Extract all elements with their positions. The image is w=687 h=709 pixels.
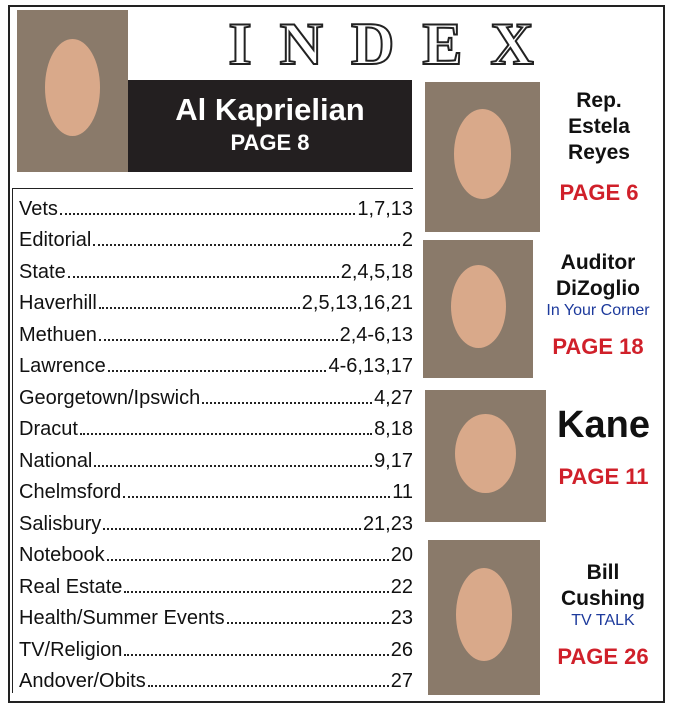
section-name: Lawrence [19, 355, 106, 378]
section-name: Haverhill [19, 292, 97, 315]
leader [107, 559, 389, 561]
section-pages: 11 [392, 481, 413, 504]
section-name: Health/Summer Events [19, 607, 225, 630]
section-name: State [19, 261, 66, 284]
leader [94, 465, 372, 467]
leader [124, 654, 388, 656]
index-row: Methuen 2,4-6,13 [13, 315, 413, 347]
feature-name: Kane [546, 400, 661, 450]
feature-name: Rep. [540, 88, 658, 114]
section-pages: 4-6,13,17 [328, 355, 413, 378]
index-row: National 9,17 [13, 441, 413, 473]
index-row: Notebook 20 [13, 536, 413, 568]
title: INDEX [195, 10, 595, 79]
feature-page: PAGE 8 [128, 130, 412, 156]
section-name: Chelmsford [19, 481, 121, 504]
index-row: Salisbury 21,23 [13, 504, 413, 536]
leader [99, 307, 300, 309]
feature-page: PAGE 18 [533, 334, 663, 360]
section-name: National [19, 450, 92, 473]
main-feature: Al Kaprielian PAGE 8 [128, 80, 412, 172]
section-name: Real Estate [19, 576, 122, 599]
section-pages: 8,18 [374, 418, 413, 441]
leader [124, 591, 388, 593]
leader [202, 402, 372, 404]
section-name: Vets [19, 198, 58, 221]
feature-tagline: TV TALK [540, 612, 666, 630]
section-pages: 27 [391, 670, 413, 693]
face [455, 414, 516, 493]
index-row: TV/Religion 26 [13, 630, 413, 662]
photo [425, 390, 546, 522]
section-pages: 21,23 [363, 513, 413, 536]
page: INDEX Al Kaprielian PAGE 8 Vets1,7,13Edi… [0, 0, 687, 709]
index-row: State 2,4,5,18 [13, 252, 413, 284]
leader [99, 339, 338, 341]
section-name: Dracut [19, 418, 78, 441]
section-pages: 2,4,5,18 [341, 261, 413, 284]
section-pages: 2 [402, 229, 413, 252]
section-pages: 1,7,13 [357, 198, 413, 221]
photo [425, 82, 540, 232]
section-name: Georgetown/Ipswich [19, 387, 200, 410]
index-row: Health/Summer Events 23 [13, 599, 413, 631]
index-row: Andover/Obits 27 [13, 662, 413, 694]
face [456, 568, 512, 661]
leader [60, 213, 355, 215]
photo [17, 10, 128, 172]
leader [108, 370, 327, 372]
feature-name: Bill [540, 560, 666, 586]
section-pages: 23 [391, 607, 413, 630]
feature-name: DiZoglio [533, 276, 663, 302]
feature-page: PAGE 6 [540, 180, 658, 206]
feature-tagline: In Your Corner [533, 302, 663, 320]
feature-name: Al Kaprielian [128, 92, 412, 128]
face [451, 265, 506, 348]
section-name: TV/Religion [19, 639, 122, 662]
feature-page: PAGE 11 [546, 464, 661, 490]
section-pages: 2,4-6,13 [340, 324, 413, 347]
section-pages: 9,17 [374, 450, 413, 473]
leader [68, 276, 339, 278]
index-row: Editorial 2 [13, 221, 413, 253]
leader [123, 496, 390, 498]
section-name: Andover/Obits [19, 670, 146, 693]
index-row: Haverhill 2,5,13,16,21 [13, 284, 413, 316]
feature-name: Reyes [540, 140, 658, 166]
section-pages: 26 [391, 639, 413, 662]
leader [148, 685, 389, 687]
feature: Kane PAGE 11 [546, 400, 661, 490]
section-pages: 22 [391, 576, 413, 599]
section-pages: 20 [391, 544, 413, 567]
leader [80, 433, 372, 435]
feature-name: Estela [540, 114, 658, 140]
index-row: Real Estate 22 [13, 567, 413, 599]
section-pages: 2,5,13,16,21 [302, 292, 413, 315]
index-row: Vets 1,7,13 [13, 189, 413, 221]
section-name: Editorial [19, 229, 91, 252]
index-row: Lawrence 4-6,13,17 [13, 347, 413, 379]
section-name: Methuen [19, 324, 97, 347]
section-name: Notebook [19, 544, 105, 567]
feature-name: Auditor [533, 250, 663, 276]
face [454, 109, 512, 199]
photo [423, 240, 533, 378]
photo [428, 540, 540, 695]
leader [93, 244, 400, 246]
feature-page: PAGE 26 [540, 644, 666, 670]
leader [227, 622, 389, 624]
index-row: Dracut 8,18 [13, 410, 413, 442]
section-name: Salisbury [19, 513, 101, 536]
section-pages: 4,27 [374, 387, 413, 410]
feature-name: Cushing [540, 586, 666, 612]
leader [103, 528, 361, 530]
index-row: Chelmsford 11 [13, 473, 413, 505]
index-row: Georgetown/Ipswich 4,27 [13, 378, 413, 410]
